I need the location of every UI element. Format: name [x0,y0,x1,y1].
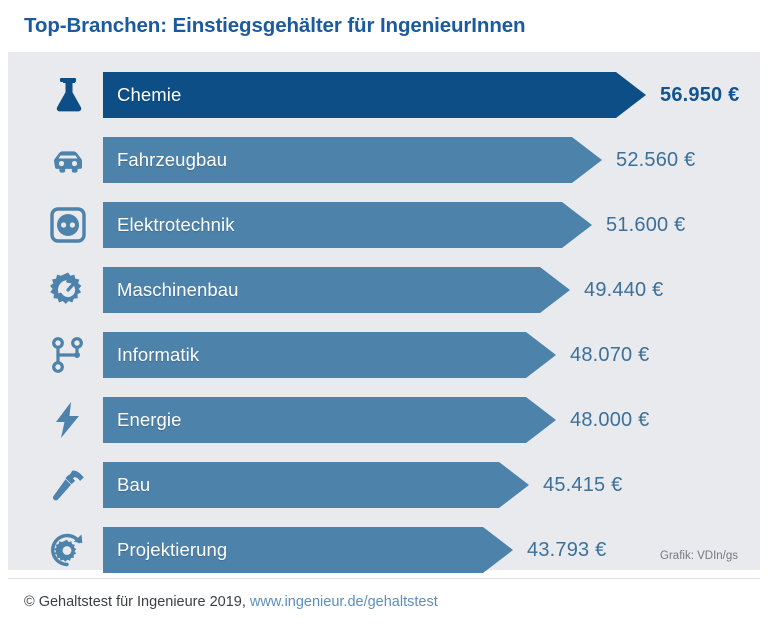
bar-row: Informatik 48.070 € [8,332,760,378]
bar-category-label: Bau [117,474,151,495]
bar-shape: Maschinenbau [103,267,570,313]
bar-container[interactable]: Chemie [103,72,646,118]
title-bar: Top-Branchen: Einstiegsgehälter für Inge… [0,0,768,52]
footer-text: © Gehaltstest für Ingenieure 2019, www.i… [24,594,438,610]
bar-shape: Chemie [103,72,646,118]
bar-shape: Energie [103,397,556,443]
bar-category-label: Elektrotechnik [117,214,235,235]
bar-category-label: Energie [117,409,182,430]
bar-shape: Bau [103,462,529,508]
page-title: Top-Branchen: Einstiegsgehälter für Inge… [24,14,526,37]
bar-value-label: 51.600 € [606,213,686,236]
bar-row: Chemie 56.950 € [8,72,760,118]
graphic-credit: Grafik: VDIn/gs [660,550,738,562]
bar-value-label: 52.560 € [616,148,696,171]
bar-row: Maschinenbau 49.440 € [8,267,760,313]
bar-value-label: 49.440 € [584,278,664,301]
bar-shape: Fahrzeugbau [103,137,602,183]
bar-shape: Elektrotechnik [103,202,592,248]
bar-value-label: 43.793 € [527,538,607,561]
bar-category-label: Chemie [117,84,182,105]
source-link[interactable]: www.ingenieur.de/gehaltstest [249,594,438,610]
power-outlet-icon [40,202,96,248]
bar-value-label: 48.000 € [570,408,650,431]
copyright-text: © Gehaltstest für Ingenieure 2019, [24,594,246,610]
bar-row: Fahrzeugbau 52.560 € [8,137,760,183]
bar-shape: Projektierung [103,527,513,573]
bar-container[interactable]: Bau [103,462,529,508]
bar-value-label: 45.415 € [543,473,623,496]
bar-value-label: 56.950 € [660,83,740,106]
bar-category-label: Informatik [117,344,200,365]
gear-icon [40,267,96,313]
bar-container[interactable]: Energie [103,397,556,443]
bar-container[interactable]: Maschinenbau [103,267,570,313]
car-icon [40,137,96,183]
gear-refresh-icon [40,527,96,573]
bar-row: Bau 45.415 € [8,462,760,508]
bar-row: Elektrotechnik 51.600 € [8,202,760,248]
flask-icon [40,72,96,118]
hammer-icon [40,462,96,508]
bar-row: Projektierung 43.793 € [8,527,760,573]
bar-container[interactable]: Projektierung [103,527,513,573]
bar-category-label: Projektierung [117,539,228,560]
lightning-bolt-icon [40,397,96,443]
bar-container[interactable]: Informatik [103,332,556,378]
bar-value-label: 48.070 € [570,343,650,366]
footer-bar: © Gehaltstest für Ingenieure 2019, www.i… [8,578,760,625]
bar-category-label: Fahrzeugbau [117,149,228,170]
network-node-icon [40,332,96,378]
bar-shape: Informatik [103,332,556,378]
chart-panel: Chemie 56.950 € Fahrzeugbau 52.560 € Elektro… [8,52,760,573]
bar-row: Energie 48.000 € [8,397,760,443]
bar-category-label: Maschinenbau [117,279,239,300]
bar-container[interactable]: Elektrotechnik [103,202,592,248]
bar-container[interactable]: Fahrzeugbau [103,137,602,183]
